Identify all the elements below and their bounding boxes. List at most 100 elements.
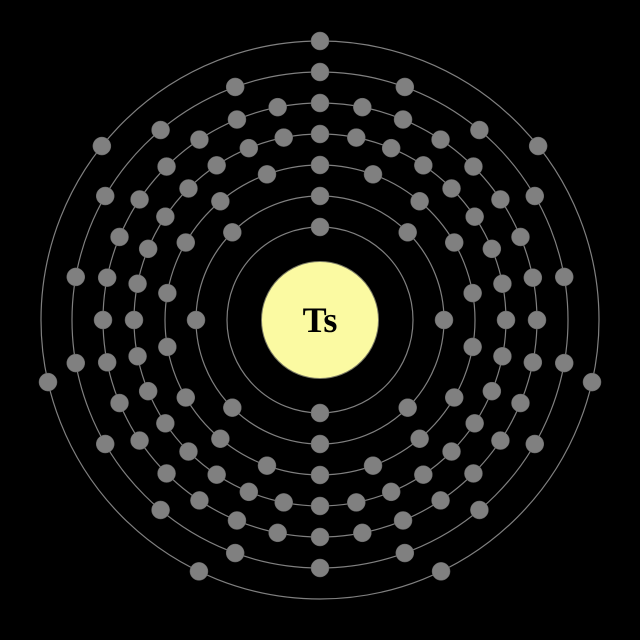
electron: [131, 190, 149, 208]
electron: [311, 435, 329, 453]
electron: [491, 190, 509, 208]
electron: [311, 528, 329, 546]
electron: [275, 129, 293, 147]
electron: [177, 389, 195, 407]
electron: [311, 32, 329, 50]
electron: [399, 399, 417, 417]
electron: [93, 137, 111, 155]
electron: [411, 430, 429, 448]
electron: [353, 98, 371, 116]
electron: [443, 443, 461, 461]
electron: [583, 373, 601, 391]
electron: [399, 223, 417, 241]
electron: [470, 121, 488, 139]
electron: [67, 268, 85, 286]
electron: [445, 234, 463, 252]
electron: [353, 524, 371, 542]
electron: [158, 464, 176, 482]
electron: [483, 240, 501, 258]
electron: [211, 430, 229, 448]
electron: [158, 284, 176, 302]
electron: [311, 94, 329, 112]
electron: [125, 311, 143, 329]
electron: [394, 111, 412, 129]
electron: [226, 544, 244, 562]
electron: [466, 208, 484, 226]
electron: [190, 131, 208, 149]
electron: [493, 275, 511, 293]
electron: [223, 223, 241, 241]
electron: [129, 275, 147, 293]
electron: [240, 483, 258, 501]
electron: [258, 457, 276, 475]
electron: [269, 524, 287, 542]
electron: [528, 311, 546, 329]
electron: [258, 165, 276, 183]
electron: [156, 208, 174, 226]
electron: [470, 501, 488, 519]
electron: [511, 394, 529, 412]
electron: [240, 139, 258, 157]
electron: [411, 192, 429, 210]
electron: [177, 234, 195, 252]
electron: [187, 311, 205, 329]
electron: [226, 78, 244, 96]
electron: [311, 63, 329, 81]
electron: [152, 121, 170, 139]
electron: [382, 483, 400, 501]
electron: [526, 187, 544, 205]
electron: [311, 125, 329, 143]
electron: [347, 493, 365, 511]
electron: [67, 354, 85, 372]
electron: [464, 464, 482, 482]
electron: [396, 78, 414, 96]
electron: [464, 158, 482, 176]
electron: [524, 353, 542, 371]
electron: [432, 131, 450, 149]
electron: [39, 373, 57, 391]
electron: [432, 491, 450, 509]
electron: [493, 347, 511, 365]
electron: [96, 187, 114, 205]
electron: [111, 228, 129, 246]
electron: [111, 394, 129, 412]
electron: [435, 311, 453, 329]
electron: [311, 466, 329, 484]
electron: [129, 347, 147, 365]
electron: [131, 432, 149, 450]
electron: [364, 457, 382, 475]
electron: [464, 338, 482, 356]
electron: [414, 156, 432, 174]
electron: [269, 98, 287, 116]
electron: [190, 491, 208, 509]
electron: [211, 192, 229, 210]
electron: [179, 179, 197, 197]
electron: [311, 156, 329, 174]
electron: [529, 137, 547, 155]
electron: [497, 311, 515, 329]
electron: [190, 562, 208, 580]
nucleus: Ts: [261, 261, 379, 379]
electron: [443, 179, 461, 197]
electron: [491, 432, 509, 450]
electron: [96, 435, 114, 453]
electron: [139, 382, 157, 400]
electron: [152, 501, 170, 519]
electron: [311, 404, 329, 422]
electron: [311, 559, 329, 577]
element-symbol: Ts: [303, 299, 338, 341]
electron: [445, 389, 463, 407]
electron: [464, 284, 482, 302]
electron: [179, 443, 197, 461]
electron: [228, 511, 246, 529]
electron: [208, 466, 226, 484]
electron: [483, 382, 501, 400]
electron: [98, 269, 116, 287]
electron: [511, 228, 529, 246]
electron-shell-diagram: Ts: [0, 0, 640, 640]
electron: [432, 562, 450, 580]
electron: [208, 156, 226, 174]
electron: [466, 414, 484, 432]
electron: [414, 466, 432, 484]
electron: [311, 218, 329, 236]
